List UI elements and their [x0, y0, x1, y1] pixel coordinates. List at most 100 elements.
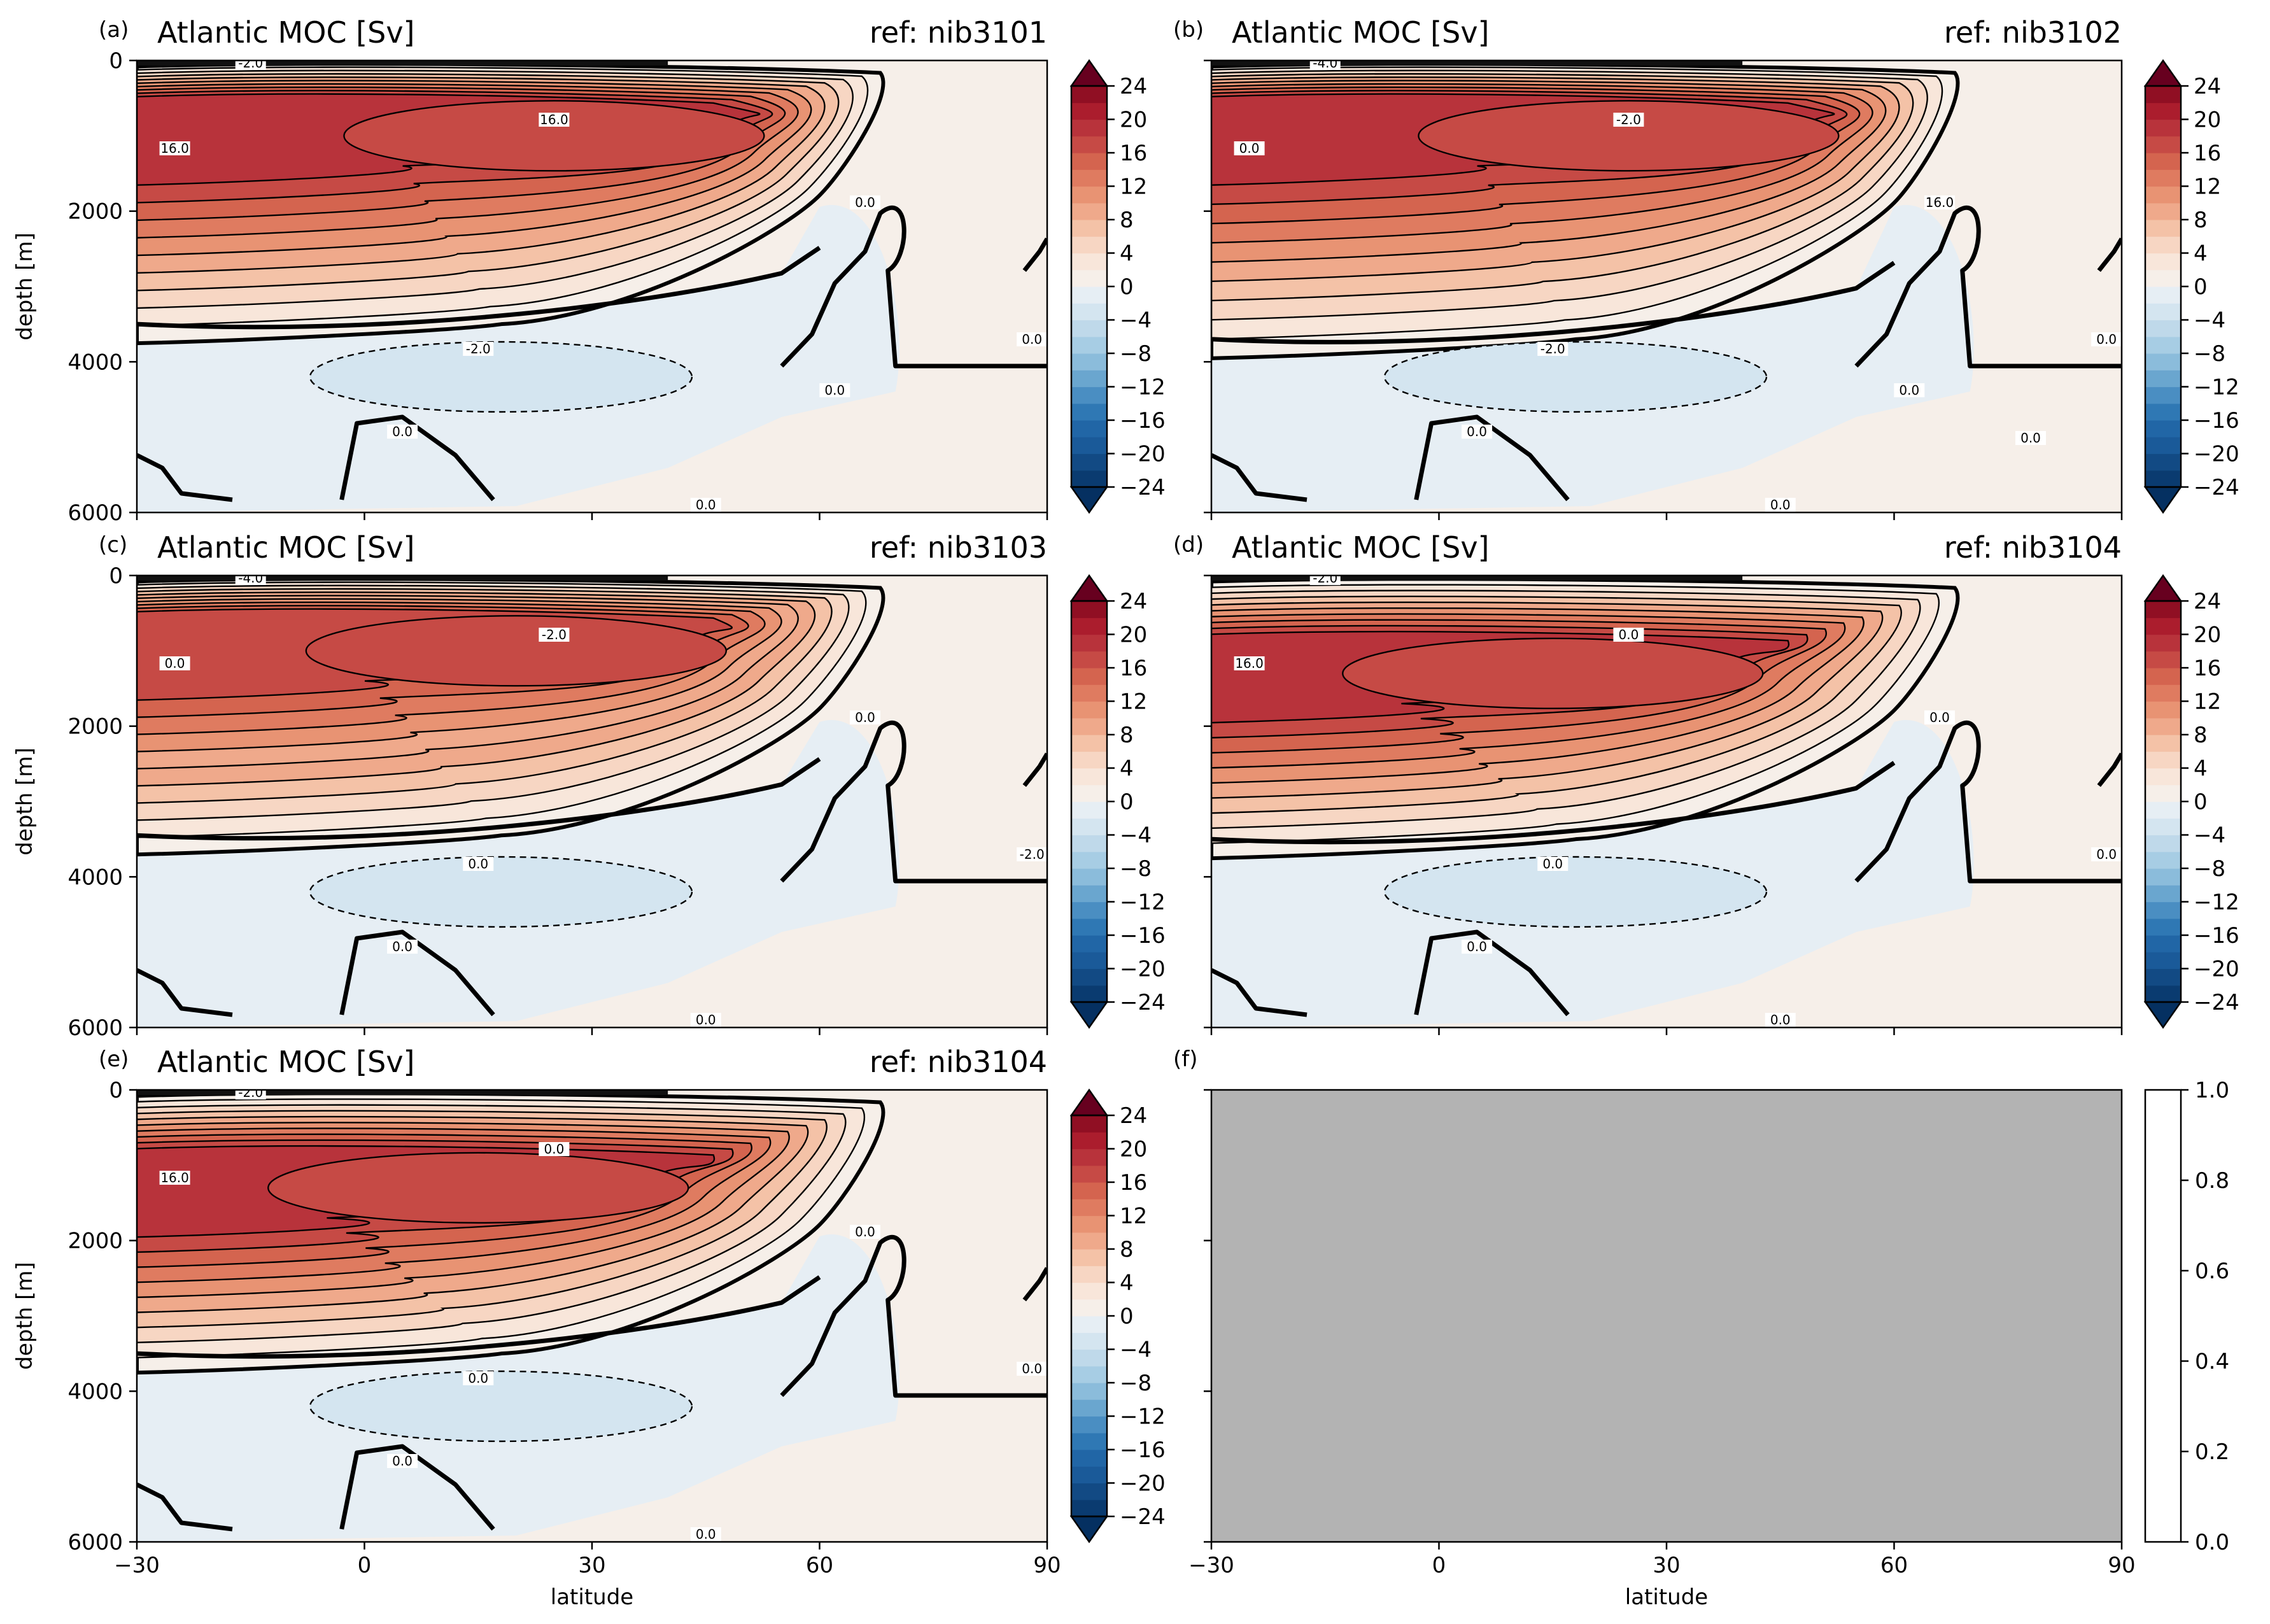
contour-label: 16.0 [1924, 195, 1955, 210]
panel-e: (e) -2.0 0.0 16.0 0.0 0.0 0.0 0.0 0.0 Atlantic MO… [12, 1045, 1061, 1610]
contour-label: 0.0 [387, 1453, 418, 1469]
colorbar-block [1071, 1366, 1107, 1383]
colorbar-tick-label: −16 [1120, 923, 1166, 949]
colorbar-tick-label: 8 [1120, 208, 1134, 233]
colorbar-tick-label: −24 [2194, 475, 2239, 500]
colorbar-block [1071, 784, 1107, 802]
colorbar-tick-label: 12 [1120, 1204, 1147, 1229]
colorbar-tick-label: 0 [1120, 274, 1134, 300]
contour-label: 0.0 [463, 856, 494, 872]
y-tick-label: 0 [109, 563, 123, 589]
colorbar-extend-bottom [1069, 1001, 1109, 1029]
panel-letter: (f) [1173, 1047, 1198, 1072]
colorbar-block [1071, 386, 1107, 404]
contour-label-text: 0.0 [392, 939, 412, 954]
colorbar-block [1071, 220, 1107, 237]
contour-label: 16.0 [1234, 656, 1265, 671]
colorbar-tick-label: −8 [1120, 341, 1152, 367]
contour-field: -2.0 16.0 16.0 0.0 0.0 0.0 -2.0 0.0 0.0 [137, 60, 1047, 512]
colorbar-frame [2144, 1089, 2182, 1543]
contour-label-text: 0.0 [1022, 332, 1042, 347]
colorbar-tick-label: −4 [1120, 308, 1152, 334]
colorbar-block [1071, 1399, 1107, 1417]
y-tick-label: 4000 [67, 1379, 123, 1404]
contour-label-text: 0.0 [824, 383, 845, 398]
colorbar-block [2145, 136, 2181, 153]
y-axis-label: depth [m] [12, 1262, 38, 1369]
colorbar-block [1071, 102, 1107, 120]
contour-label: 0.0 [2091, 847, 2122, 862]
contour-label: 0.0 [850, 1224, 880, 1239]
contour-label-text: 0.0 [1770, 497, 1791, 512]
colorbar-tick-label: 20 [1120, 108, 1147, 133]
colorbar-tick-label: −4 [1120, 1338, 1152, 1363]
colorbar-tick-label: 16 [2194, 141, 2221, 166]
contour-label: 0.0 [387, 424, 418, 439]
surface-band [137, 575, 668, 581]
x-tick-label: 30 [1653, 1553, 1680, 1578]
colorbar-block [1071, 1316, 1107, 1333]
colorbar-block [1071, 1466, 1107, 1484]
colorbar-block [2145, 735, 2181, 752]
colorbar-block [2145, 153, 2181, 170]
contour-label: 0.0 [1017, 332, 1047, 347]
colorbar-tick-label: 20 [2194, 623, 2221, 648]
colorbar-block [2145, 102, 2181, 120]
zero-contour [1854, 205, 2122, 369]
colorbar-tick-label: −16 [2194, 923, 2239, 949]
colorbar-tick-label: 12 [2194, 174, 2221, 200]
colorbar-block [1071, 717, 1107, 735]
colorbar-block [2145, 303, 2181, 321]
colorbar-block [1071, 868, 1107, 886]
panel-ref: ref: nib3101 [870, 15, 1047, 50]
colorbar-tick-label: −8 [1120, 856, 1152, 882]
colorbar-tick-label: 8 [1120, 723, 1134, 748]
colorbar-block [2145, 453, 2181, 471]
contour-label-text: 0.0 [1239, 141, 1260, 156]
colorbar-tick-label: 24 [1120, 74, 1147, 99]
colorbar-block [1071, 286, 1107, 304]
colorbar-block [1071, 1215, 1107, 1233]
colorbar-block [1071, 668, 1107, 685]
colorbar-tick-label: 12 [1120, 174, 1147, 200]
contour-label-text: 0.0 [392, 1453, 412, 1469]
colorbar-tick-label: 0.8 [2195, 1168, 2229, 1194]
empty-panel-area [1210, 1089, 2123, 1543]
contour-label: 0.0 [1613, 627, 1644, 642]
contour-label-text: 16.0 [160, 141, 189, 156]
colorbar-block [1071, 353, 1107, 371]
zero-contour [1211, 761, 1896, 845]
colorbar-block [2145, 353, 2181, 371]
negative-contour [309, 1370, 693, 1443]
panel-letter: (b) [1173, 17, 1204, 43]
y-tick-label: 6000 [67, 1530, 123, 1555]
contour-label-text: 0.0 [855, 1224, 875, 1239]
panel-f: (f) −30 0 30 60 90 latitude [1173, 1047, 2136, 1610]
contour-label-text: 0.0 [1929, 710, 1950, 725]
colorbar-block [2145, 918, 2181, 936]
surface-band [1211, 60, 1743, 66]
panel-letter: (c) [99, 532, 127, 558]
contour-label: 0.0 [2015, 430, 2046, 446]
colorbar-block [1071, 169, 1107, 187]
x-tick-label: 0 [1432, 1553, 1446, 1578]
zero-contour [339, 1444, 495, 1531]
contour-label-text: -2.0 [1540, 341, 1565, 357]
colorbar-e: 24 20 16 12 8 4 0 −4 −8 −12 −16 −20 −24 [1069, 1088, 1166, 1544]
contour-label: 0.0 [690, 497, 721, 512]
y-tick-label: 2000 [67, 1229, 123, 1254]
colorbar-block [1071, 1383, 1107, 1400]
max-cell-core [1418, 100, 1840, 172]
contour-label-text: -2.0 [1020, 847, 1045, 862]
contour-label: -2.0 [235, 60, 266, 71]
colorbar-block [2145, 202, 2181, 220]
contour-label-text: 0.0 [1467, 939, 1487, 954]
contour-field: -2.0 0.0 16.0 0.0 0.0 0.0 0.0 0.0 [1211, 575, 2122, 1027]
contour-label-text: 0.0 [2020, 430, 2041, 446]
colorbar-tick-label: 20 [2194, 108, 2221, 133]
colorbar-block [1071, 1483, 1107, 1500]
colorbar-block [1071, 153, 1107, 170]
contour-label: -2.0 [235, 1090, 266, 1100]
max-cell-core [343, 100, 765, 172]
colorbar-block [2145, 336, 2181, 354]
